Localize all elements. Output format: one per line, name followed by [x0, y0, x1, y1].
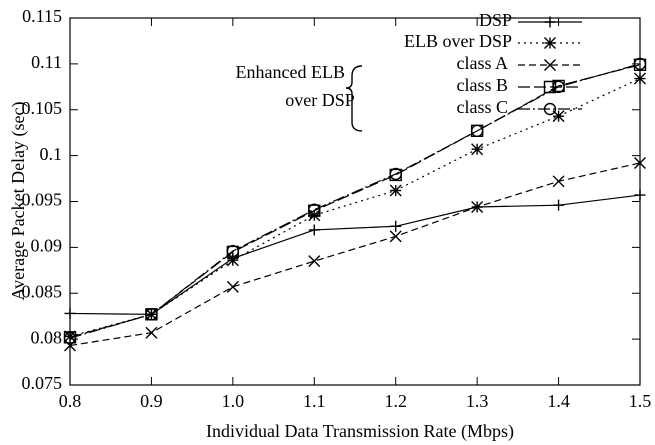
marker: [308, 203, 321, 216]
marker: [63, 332, 77, 345]
marker: [544, 37, 556, 49]
y-tick-label: 0.09: [31, 236, 63, 256]
marker: [389, 184, 402, 197]
legend-label: DSP: [479, 10, 512, 30]
x-tick-label: 1.0: [222, 391, 245, 411]
x-tick-label: 1.2: [384, 391, 407, 411]
x-tick-label: 1.4: [547, 391, 570, 411]
y-tick-label: 0.1: [40, 144, 63, 164]
legend-label: class C: [457, 97, 509, 117]
marker: [308, 224, 320, 236]
marker: [552, 80, 565, 94]
y-tick-label: 0.11: [31, 52, 62, 72]
marker: [543, 102, 557, 116]
marker: [145, 308, 158, 321]
marker: [390, 220, 402, 232]
legend-label: ELB over DSP: [404, 31, 512, 51]
marker: [145, 326, 158, 339]
marker: [226, 280, 239, 293]
legend-group-label: Enhanced ELB: [236, 62, 345, 82]
y-tick-label: 0.105: [22, 98, 63, 118]
y-tick-label: 0.08: [31, 327, 63, 347]
legend-group-label: over DSP: [285, 90, 355, 110]
series-line: [69, 63, 641, 339]
y-tick-label: 0.115: [22, 6, 62, 26]
series-line: [69, 78, 641, 337]
marker: [634, 72, 646, 85]
marker: [470, 124, 484, 138]
marker: [544, 59, 556, 71]
series-line: [69, 194, 641, 315]
y-tick-label: 0.075: [22, 373, 63, 393]
x-tick-label: 1.3: [466, 391, 489, 411]
marker: [544, 16, 556, 28]
x-tick-label: 1.5: [629, 391, 652, 411]
marker: [389, 167, 402, 181]
marker: [553, 199, 565, 211]
series-line: [69, 162, 641, 347]
marker: [226, 244, 240, 258]
marker: [552, 110, 565, 123]
marker: [552, 175, 565, 188]
marker: [633, 57, 647, 71]
marker: [64, 307, 76, 319]
legend-label: class B: [457, 75, 509, 95]
plot-frame: [69, 17, 641, 386]
x-tick-label: 1.1: [303, 391, 326, 411]
y-axis-label: Average Packet Delay (sec): [8, 101, 29, 300]
marker: [543, 80, 557, 94]
x-tick-label: 0.8: [59, 391, 82, 411]
marker: [226, 254, 239, 267]
marker: [634, 156, 646, 169]
legend-brace: [345, 65, 363, 132]
marker: [471, 143, 484, 156]
marker: [64, 330, 76, 343]
marker: [471, 201, 484, 213]
marker: [389, 230, 402, 243]
y-tick-label: 0.095: [22, 190, 63, 210]
marker: [308, 255, 321, 268]
y-tick-label: 0.085: [22, 281, 63, 301]
x-axis-label: Individual Data Transmission Rate (Mbps): [206, 421, 514, 442]
legend-label: class A: [457, 53, 509, 73]
x-tick-label: 0.9: [140, 391, 163, 411]
marker: [634, 189, 646, 201]
